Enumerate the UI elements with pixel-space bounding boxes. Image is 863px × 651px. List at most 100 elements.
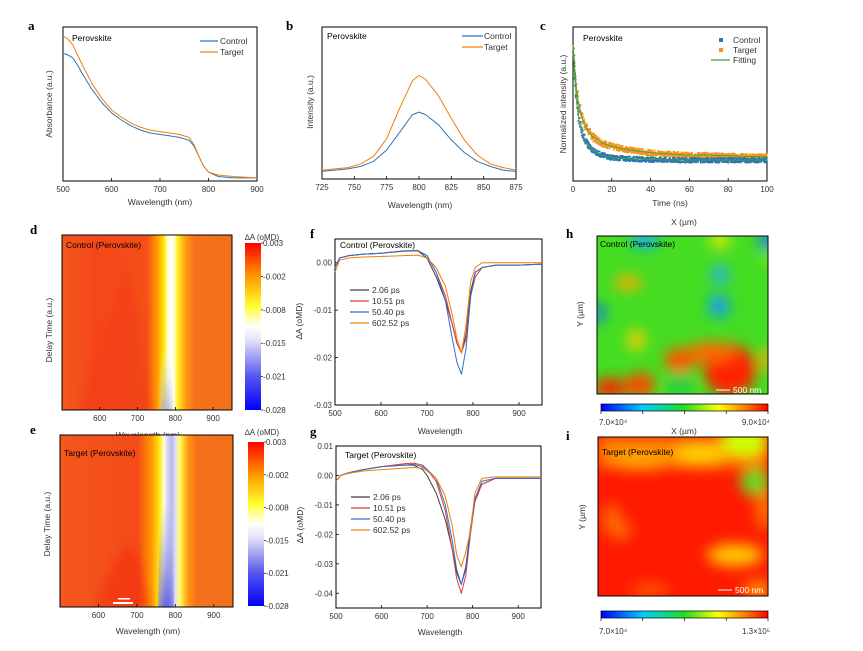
y-axis-label-d: Delay Time (a.u.) [44,297,54,362]
scatter-point [680,151,683,154]
plot-frame-g [335,445,542,609]
x-tick-label-a: 900 [250,185,264,194]
scatter-point [752,158,754,161]
scatter-point [623,150,626,153]
scatter-point [689,160,691,162]
x-tick-label-f: 900 [512,409,526,418]
colorbar-tick-label-e: -0.021 [266,569,289,578]
scatter-point [645,159,648,162]
scatter-point [615,145,617,147]
scatter-point [735,157,738,160]
legend-label: 50.40 ps [373,514,406,524]
scatter-point [724,157,727,160]
scatter-point [665,153,668,156]
scatter-point [663,151,665,154]
scatter-point [625,146,627,148]
scatter-point [618,156,621,159]
scatter-point [665,158,667,161]
x-tick-label-g: 700 [420,612,434,621]
scatter-point [579,104,582,106]
scatter-point [595,135,598,137]
scatter-point [694,153,697,156]
scatter-point [737,161,739,164]
x-tick-label-e: 900 [207,611,221,620]
legend-label: 602.52 ps [372,318,409,328]
scatter-point [647,157,650,160]
scatter-point [684,157,687,160]
x-axis-label-c: Time (ns) [652,198,688,208]
scatter-point [697,161,699,163]
x-axis-label-e: Wavelength (nm) [116,626,181,636]
scatter-point [736,158,739,161]
scatter-point [593,133,595,135]
legend-b: Control Target [462,31,512,52]
scatter-point [581,127,583,129]
legend-label: 50.40 ps [372,307,405,317]
colorbar-min-h: 7.0×10⁴ [599,418,628,427]
x-tick-label-c: 40 [646,185,655,194]
scatter-point [708,161,711,164]
scatter-point [594,148,597,151]
x-axis-label-i: X (µm) [671,426,697,436]
scatter-point [623,156,625,158]
scatter-point [638,157,640,160]
scatter-point [630,159,633,161]
scatter-point [603,154,606,156]
scatter-point [597,142,600,144]
scatter-point [666,155,669,157]
scatter-point [744,153,747,156]
scatter-point [662,157,665,160]
plot-frame-h [596,235,769,395]
legend-label-control: Control [484,31,512,41]
x-tick-label-d: 800 [169,414,183,423]
scatter-point [618,144,621,146]
scatter-point [704,151,707,154]
scatter-point [754,158,757,161]
scatter-point [697,152,699,154]
scatter-point [722,153,725,155]
scatter-point [646,153,649,156]
scatter-point [731,160,734,163]
scatter-point [743,154,746,157]
scatter-point [716,161,719,164]
scatter-point [593,140,595,142]
scatter-point [733,161,736,164]
x-tick-label-e: 800 [169,611,183,620]
scatter-point [613,159,616,162]
scatter-point [612,145,615,147]
scatter-point [749,153,752,156]
x-axis-label-b: Wavelength (nm) [388,200,453,210]
scatter-point [577,90,579,93]
scatter-point [714,155,717,157]
y-tick-label-g: 0.01 [317,442,333,451]
scatter-point [664,151,667,154]
annotation-g: Target (Perovskite) [345,450,416,460]
scatter-point [679,156,682,158]
x-tick-label-b: 725 [315,183,329,192]
scatter-point [593,136,596,139]
x-tick-label-d: 900 [206,414,220,423]
scatter-point [659,156,662,159]
scatter-point [677,151,680,153]
scatter-point [678,156,680,159]
scatter-point [598,154,601,156]
y-tick-label-f: -0.03 [314,401,333,410]
scatter-point [577,110,580,113]
plot-frame-a [62,26,258,182]
scatter-point [589,145,592,148]
scatter-point [733,152,736,155]
colorbar-i [600,610,769,619]
scatter-point [659,151,662,154]
scatter-point [577,95,580,97]
scatter-point [616,143,619,146]
scatter-point [623,159,626,162]
scatter-point [592,147,595,150]
annotation-f: Control (Perovskite) [340,240,415,250]
x-tick-label-d: 700 [131,414,145,423]
y-tick-label-g: -0.02 [315,530,334,539]
scatter-point [579,121,582,123]
scatter-point [597,137,600,139]
x-tick-label-c: 80 [724,185,733,194]
